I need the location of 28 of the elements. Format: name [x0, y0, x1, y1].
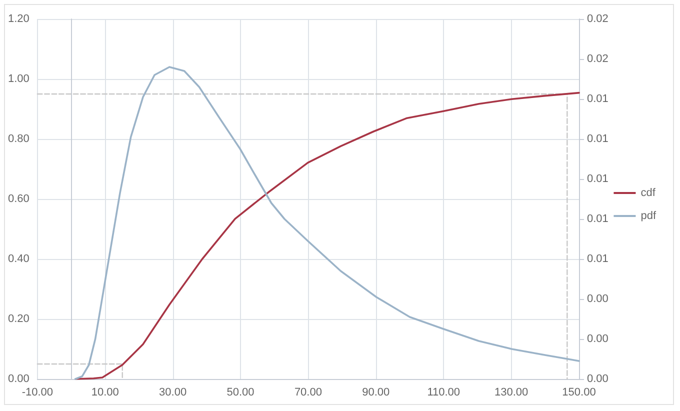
- y-tick-label: 0.60: [8, 193, 30, 205]
- x-tick-label: 30.00: [159, 386, 187, 398]
- y2-tick-label: 0.01: [587, 93, 608, 105]
- y2-tick-label: 0.01: [587, 213, 608, 225]
- x-tick-label: 70.00: [294, 386, 322, 398]
- y-tick-label: 0.80: [8, 133, 30, 145]
- x-tick-label: 10.00: [91, 386, 119, 398]
- y2-tick-label: 0.00: [587, 373, 608, 385]
- y2-tick-label: 0.00: [587, 293, 608, 305]
- y-tick-label: 0.00: [8, 373, 30, 385]
- x-tick-label: -10.00: [22, 386, 54, 398]
- legend-label: pdf: [640, 210, 657, 222]
- x-tick-label: 50.00: [226, 386, 254, 398]
- y2-tick-label: 0.02: [587, 53, 608, 65]
- legend-label: cdf: [640, 187, 656, 199]
- y2-tick-label: 0.02: [587, 13, 608, 25]
- y2-tick-label: 0.01: [587, 173, 608, 185]
- x-tick-label: 130.00: [494, 386, 528, 398]
- y2-tick-label: 0.01: [587, 133, 608, 145]
- y-tick-label: 0.20: [8, 313, 30, 325]
- x-tick-label: 90.00: [362, 386, 390, 398]
- x-tick-label: 110.00: [427, 386, 460, 398]
- x-tick-label: 150.00: [562, 386, 596, 398]
- y-tick-label: 1.20: [8, 13, 30, 25]
- y2-tick-label: 0.01: [587, 253, 608, 265]
- y-tick-label: 0.40: [8, 253, 30, 265]
- y-tick-label: 1.00: [8, 73, 30, 85]
- y2-tick-label: 0.00: [587, 333, 608, 345]
